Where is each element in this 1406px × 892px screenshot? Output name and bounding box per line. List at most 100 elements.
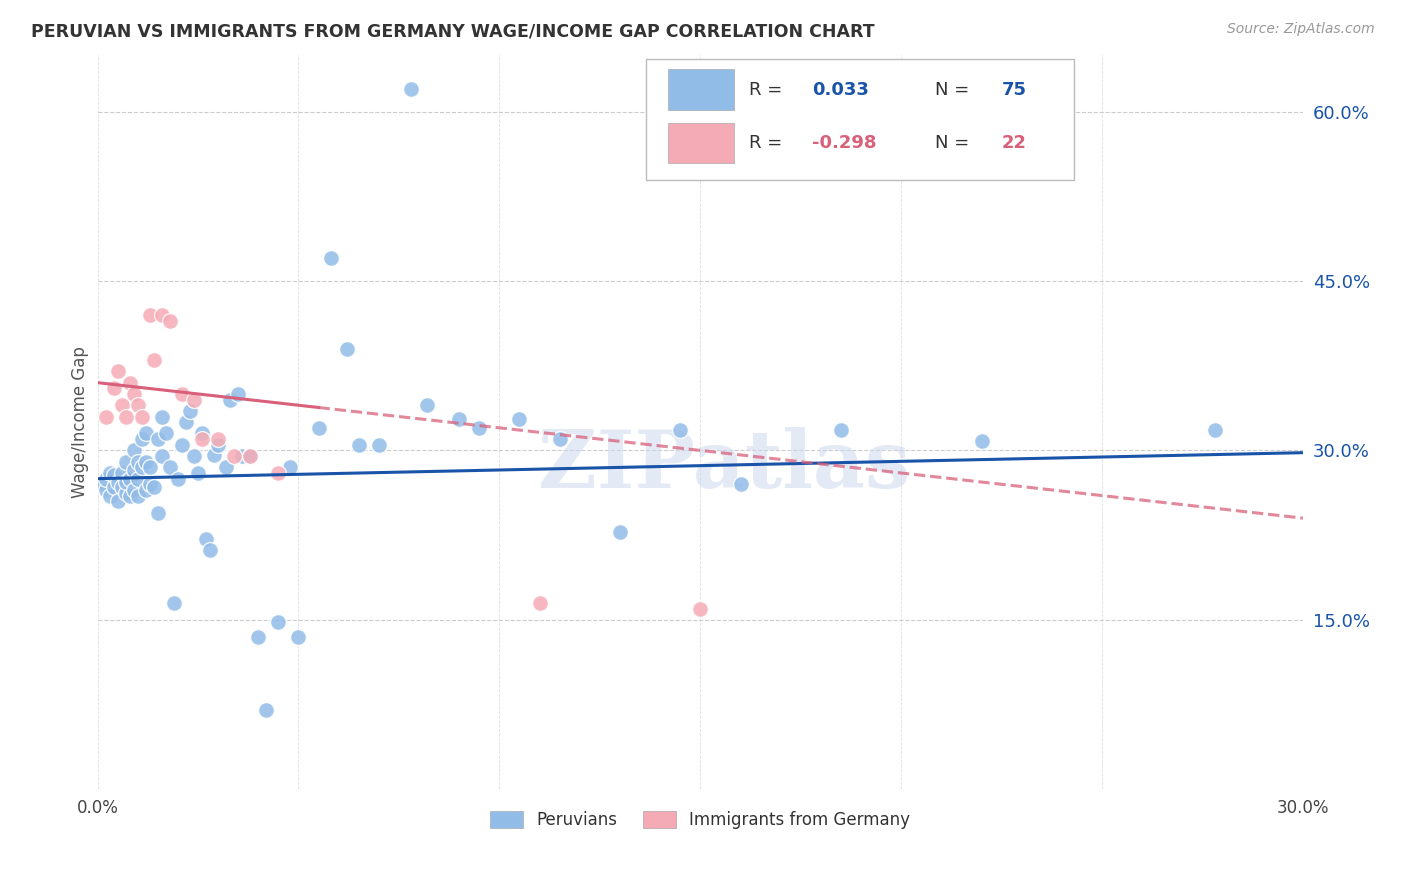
Point xyxy=(107,494,129,508)
Point xyxy=(254,703,277,717)
Point xyxy=(98,489,121,503)
Point xyxy=(247,630,270,644)
Point xyxy=(94,483,117,497)
Point xyxy=(239,449,262,463)
Point xyxy=(111,466,134,480)
Point xyxy=(170,387,193,401)
Point xyxy=(689,601,711,615)
Point xyxy=(224,449,246,463)
Text: Source: ZipAtlas.com: Source: ZipAtlas.com xyxy=(1227,22,1375,37)
Point xyxy=(207,438,229,452)
Point xyxy=(970,434,993,449)
Point xyxy=(167,472,190,486)
Point xyxy=(183,392,205,407)
Point xyxy=(367,438,389,452)
Point xyxy=(127,398,149,412)
Point xyxy=(319,252,342,266)
FancyBboxPatch shape xyxy=(647,59,1074,180)
Point xyxy=(215,460,238,475)
Point xyxy=(103,479,125,493)
Point xyxy=(122,462,145,476)
Point xyxy=(111,398,134,412)
Point xyxy=(280,460,302,475)
Point xyxy=(118,489,141,503)
Point xyxy=(135,455,157,469)
Point xyxy=(118,376,141,390)
Point xyxy=(142,353,165,368)
Point xyxy=(159,460,181,475)
Point xyxy=(146,432,169,446)
Point xyxy=(114,475,136,489)
Point xyxy=(135,483,157,497)
Point xyxy=(170,438,193,452)
Point xyxy=(219,392,242,407)
Point xyxy=(155,426,177,441)
Point xyxy=(267,615,290,629)
Text: N =: N = xyxy=(935,80,976,99)
Point xyxy=(308,421,330,435)
Point xyxy=(548,432,571,446)
Point xyxy=(127,455,149,469)
Point xyxy=(267,466,290,480)
Point xyxy=(198,542,221,557)
Point xyxy=(142,479,165,493)
Point xyxy=(174,415,197,429)
Point xyxy=(730,477,752,491)
Point xyxy=(287,630,309,644)
Point xyxy=(195,532,218,546)
Point xyxy=(94,472,117,486)
Point xyxy=(449,411,471,425)
Point xyxy=(139,460,162,475)
Text: 22: 22 xyxy=(1001,134,1026,153)
Point xyxy=(139,477,162,491)
Point xyxy=(150,409,173,424)
Point xyxy=(347,438,370,452)
Text: N =: N = xyxy=(935,134,976,153)
Point xyxy=(94,409,117,424)
Point xyxy=(131,432,153,446)
Point xyxy=(163,596,186,610)
Point xyxy=(127,489,149,503)
Point xyxy=(416,398,439,412)
Point xyxy=(468,421,491,435)
Point xyxy=(336,342,359,356)
Point xyxy=(131,409,153,424)
Point xyxy=(239,449,262,463)
Text: -0.298: -0.298 xyxy=(813,134,877,153)
Y-axis label: Wage/Income Gap: Wage/Income Gap xyxy=(72,346,89,498)
Point xyxy=(231,449,253,463)
Point xyxy=(103,381,125,395)
Point xyxy=(669,423,692,437)
Point xyxy=(114,409,136,424)
Text: ZIPatlas: ZIPatlas xyxy=(538,427,911,505)
Point xyxy=(159,313,181,327)
Point xyxy=(187,466,209,480)
Point xyxy=(191,426,214,441)
Point xyxy=(529,596,551,610)
Point xyxy=(399,82,422,96)
Legend: Peruvians, Immigrants from Germany: Peruvians, Immigrants from Germany xyxy=(484,805,917,836)
Point xyxy=(207,432,229,446)
Point xyxy=(135,426,157,441)
Point xyxy=(150,449,173,463)
Point xyxy=(508,411,530,425)
FancyBboxPatch shape xyxy=(668,70,734,110)
Text: R =: R = xyxy=(748,134,787,153)
Point xyxy=(191,432,214,446)
Point xyxy=(609,524,631,539)
Text: PERUVIAN VS IMMIGRANTS FROM GERMANY WAGE/INCOME GAP CORRELATION CHART: PERUVIAN VS IMMIGRANTS FROM GERMANY WAGE… xyxy=(31,22,875,40)
Point xyxy=(150,308,173,322)
Point xyxy=(146,506,169,520)
Point xyxy=(103,468,125,483)
FancyBboxPatch shape xyxy=(668,123,734,163)
Point xyxy=(226,387,249,401)
Point xyxy=(830,423,852,437)
Point xyxy=(90,477,112,491)
Point xyxy=(107,475,129,489)
Point xyxy=(122,483,145,497)
Text: R =: R = xyxy=(748,80,787,99)
Point xyxy=(122,443,145,458)
Point xyxy=(139,308,162,322)
Point xyxy=(114,486,136,500)
Point xyxy=(98,466,121,480)
